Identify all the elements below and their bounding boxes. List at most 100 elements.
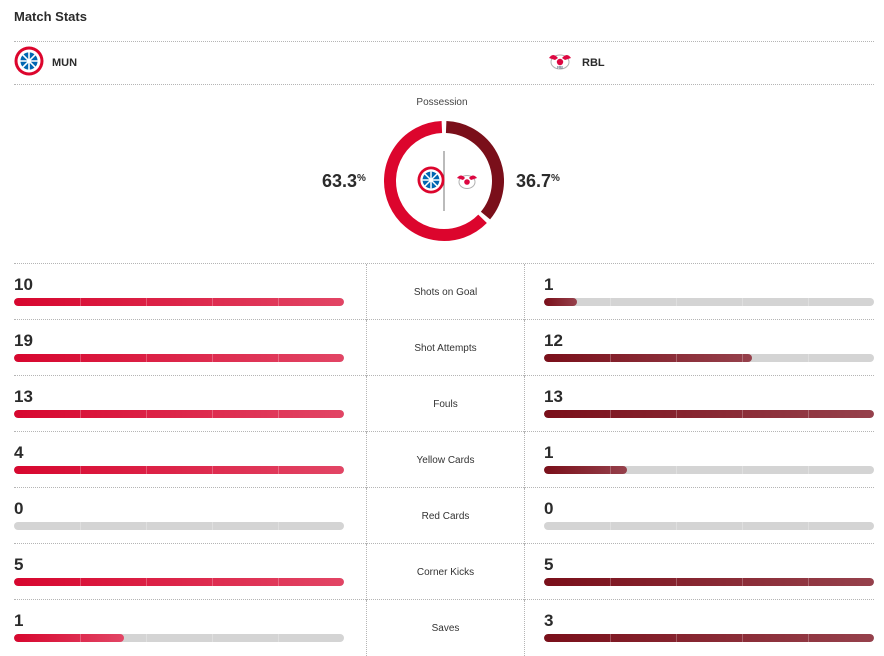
bar-segment-mark — [610, 578, 611, 586]
home-stat-bar — [14, 354, 344, 362]
stat-row: 13 Fouls 13 — [0, 376, 884, 432]
away-stat-value: 1 — [544, 443, 554, 462]
bar-segment-mark — [278, 634, 279, 642]
bar-segment-mark — [808, 466, 809, 474]
bar-segment-mark — [808, 298, 809, 306]
stat-label: Shots on Goal — [366, 264, 525, 320]
away-stat-bar — [544, 522, 874, 530]
home-stat-value: 4 — [14, 443, 24, 462]
away-stat-bar — [544, 634, 874, 642]
home-stat-bar-fill — [14, 466, 344, 474]
bar-segment-mark — [146, 354, 147, 362]
home-stat-bar-fill — [14, 634, 124, 642]
bar-segment-mark — [808, 354, 809, 362]
bar-segment-mark — [808, 578, 809, 586]
bar-segment-mark — [278, 466, 279, 474]
stat-label: Red Cards — [366, 488, 525, 544]
divider — [14, 319, 874, 320]
bar-segment-mark — [610, 634, 611, 642]
possession-label: Possession — [416, 97, 468, 108]
away-stat-bar-fill — [544, 466, 627, 474]
stat-row: 5 Corner Kicks 5 — [0, 544, 884, 600]
home-possession-value: 63.3% — [322, 171, 366, 191]
divider — [14, 84, 874, 85]
bar-segment-mark — [742, 354, 743, 362]
stat-row: 19 Shot Attempts 12 — [0, 320, 884, 376]
bar-segment-mark — [610, 354, 611, 362]
stat-row: 0 Red Cards 0 — [0, 488, 884, 544]
away-stat-value: 13 — [544, 387, 563, 406]
bar-segment-mark — [742, 298, 743, 306]
away-stat-value: 5 — [544, 555, 554, 574]
away-team-name: RBL — [582, 57, 605, 69]
home-stat-bar — [14, 634, 344, 642]
away-stat-bar — [544, 298, 874, 306]
home-stat-bar-fill — [14, 578, 344, 586]
away-stat-bar — [544, 466, 874, 474]
away-stat-value: 3 — [544, 611, 554, 630]
divider — [14, 41, 874, 42]
bar-segment-mark — [742, 578, 743, 586]
rb-leipzig-crest-icon — [457, 175, 477, 189]
home-stat-bar — [14, 298, 344, 306]
bar-segment-mark — [146, 410, 147, 418]
divider — [14, 375, 874, 376]
home-possession-arc — [384, 121, 487, 241]
bar-segment-mark — [676, 354, 677, 362]
away-stat-bar — [544, 354, 874, 362]
bar-segment-mark — [212, 634, 213, 642]
home-stat-value: 10 — [14, 275, 33, 294]
away-stat-bar-fill — [544, 298, 577, 306]
bar-segment-mark — [212, 410, 213, 418]
bar-segment-mark — [278, 410, 279, 418]
bar-segment-mark — [80, 410, 81, 418]
away-stat-bar — [544, 578, 874, 586]
bar-segment-mark — [610, 410, 611, 418]
home-stat-value: 5 — [14, 555, 24, 574]
bayern-crest-icon — [417, 166, 445, 194]
bar-segment-mark — [80, 634, 81, 642]
divider — [14, 543, 874, 544]
bar-segment-mark — [146, 298, 147, 306]
away-stat-bar-fill — [544, 354, 753, 362]
bar-segment-mark — [742, 466, 743, 474]
stat-label: Yellow Cards — [366, 432, 525, 488]
bar-segment-mark — [742, 634, 743, 642]
bar-segment-mark — [742, 410, 743, 418]
stat-row: 1 Saves 3 — [0, 600, 884, 656]
bar-segment-mark — [80, 522, 81, 530]
bar-segment-mark — [610, 298, 611, 306]
rb-leipzig-crest-icon: RB — [546, 46, 574, 81]
stat-label: Corner Kicks — [366, 544, 525, 600]
bar-segment-mark — [146, 578, 147, 586]
bar-segment-mark — [212, 354, 213, 362]
stat-label: Saves — [366, 600, 525, 656]
bar-segment-mark — [278, 354, 279, 362]
home-stat-value: 19 — [14, 331, 33, 350]
home-stat-bar — [14, 578, 344, 586]
away-stat-bar-fill — [544, 410, 874, 418]
away-stat-value: 1 — [544, 275, 554, 294]
bar-segment-mark — [212, 466, 213, 474]
bar-segment-mark — [80, 354, 81, 362]
divider — [14, 487, 874, 488]
svg-text:RB: RB — [557, 64, 563, 69]
away-stat-value: 0 — [544, 499, 554, 518]
away-stat-bar — [544, 410, 874, 418]
home-stat-bar — [14, 466, 344, 474]
home-stat-bar — [14, 410, 344, 418]
home-stat-bar-fill — [14, 354, 344, 362]
bar-segment-mark — [610, 466, 611, 474]
stat-row: 10 Shots on Goal 1 — [0, 264, 884, 320]
away-stat-value: 12 — [544, 331, 563, 350]
bar-segment-mark — [676, 466, 677, 474]
home-stat-value: 0 — [14, 499, 24, 518]
bar-segment-mark — [212, 578, 213, 586]
home-team-name: MUN — [52, 57, 78, 69]
bar-segment-mark — [146, 522, 147, 530]
stat-label: Shot Attempts — [366, 320, 525, 376]
bar-segment-mark — [80, 578, 81, 586]
bar-segment-mark — [212, 298, 213, 306]
bar-segment-mark — [676, 522, 677, 530]
bar-segment-mark — [808, 410, 809, 418]
